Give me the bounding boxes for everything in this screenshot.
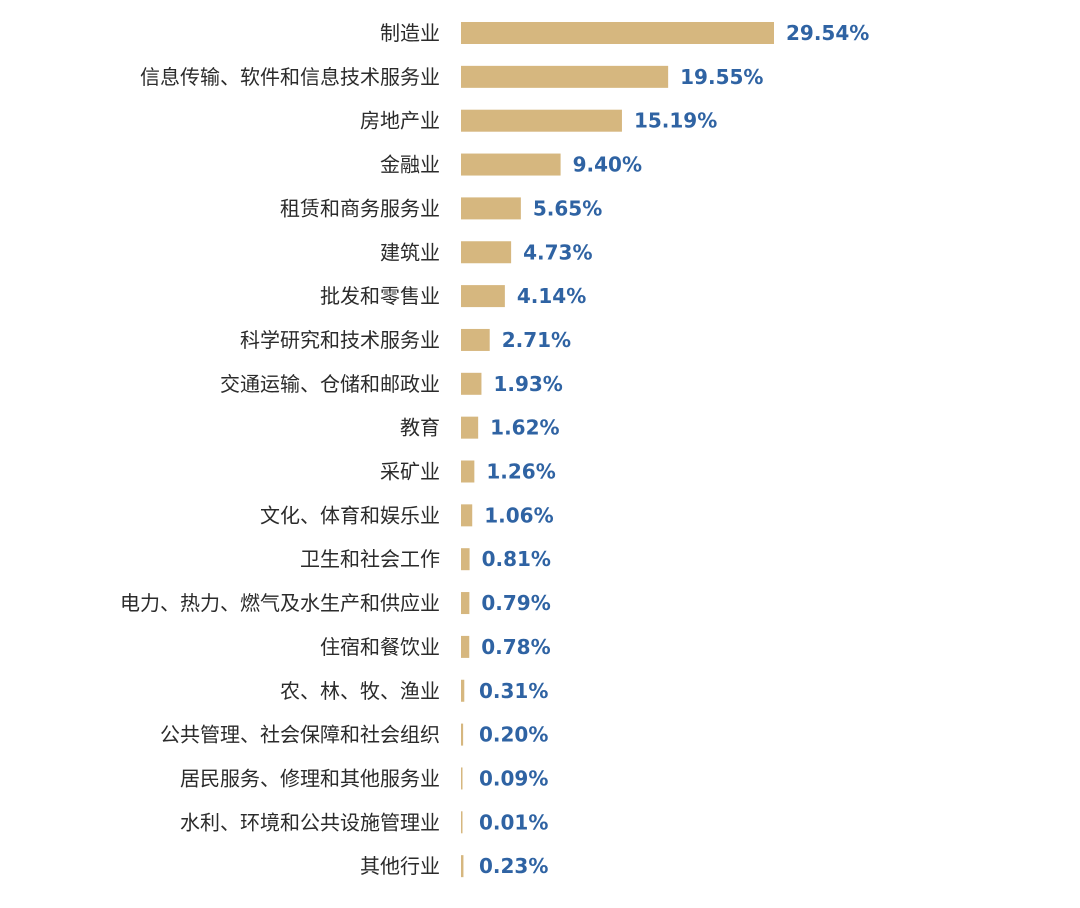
category-label: 信息传输、软件和信息技术服务业: [140, 65, 440, 89]
value-label: 9.40%: [573, 153, 642, 177]
category-label: 房地产业: [360, 109, 440, 133]
bar: [461, 285, 505, 308]
value-label: 0.20%: [479, 723, 548, 747]
bar: [461, 592, 470, 615]
bar: [461, 548, 470, 571]
bar: [461, 723, 464, 746]
category-label: 电力、热力、燃气及水生产和供应业: [120, 591, 440, 615]
bar: [461, 197, 521, 220]
value-label: 2.71%: [502, 328, 571, 352]
value-label: 0.81%: [482, 547, 551, 571]
value-label: 0.01%: [479, 810, 548, 834]
value-label: 1.93%: [493, 372, 562, 396]
category-label: 住宿和餐饮业: [320, 635, 440, 659]
category-label: 科学研究和技术服务业: [240, 328, 440, 352]
value-label: 1.62%: [490, 416, 559, 440]
bar: [461, 767, 463, 790]
category-label: 制造业: [380, 21, 440, 45]
bar: [461, 811, 463, 834]
value-label: 0.09%: [479, 766, 548, 790]
bar: [461, 855, 464, 878]
value-label: 0.23%: [479, 854, 548, 878]
bar: [461, 65, 669, 88]
category-label: 居民服务、修理和其他服务业: [180, 766, 440, 790]
bar: [461, 416, 479, 439]
bar: [461, 372, 482, 395]
bar: [461, 679, 465, 702]
bar: [461, 109, 622, 132]
category-label: 教育: [400, 416, 440, 440]
category-label: 租赁和商务服务业: [280, 196, 440, 220]
category-label: 金融业: [380, 153, 440, 177]
category-label: 农、林、牧、渔业: [280, 679, 440, 703]
category-label: 卫生和社会工作: [300, 547, 440, 571]
value-label: 19.55%: [680, 65, 763, 89]
category-label: 文化、体育和娱乐业: [260, 503, 440, 527]
value-label: 0.78%: [481, 635, 550, 659]
bar: [461, 241, 512, 264]
category-label: 建筑业: [380, 240, 440, 264]
value-label: 15.19%: [634, 109, 717, 133]
category-label: 批发和零售业: [320, 284, 440, 308]
bar: [461, 328, 490, 351]
category-label: 水利、环境和公共设施管理业: [180, 810, 440, 834]
value-label: 0.31%: [479, 679, 548, 703]
value-label: 0.79%: [481, 591, 550, 615]
value-label: 5.65%: [533, 196, 602, 220]
category-label: 采矿业: [380, 460, 440, 484]
value-label: 4.14%: [517, 284, 586, 308]
category-label: 交通运输、仓储和邮政业: [220, 372, 440, 396]
bar: [461, 504, 473, 527]
value-label: 1.06%: [484, 503, 553, 527]
value-label: 1.26%: [486, 460, 555, 484]
category-label: 公共管理、社会保障和社会组织: [160, 723, 440, 747]
bar: [461, 635, 470, 658]
bar: [461, 460, 475, 483]
category-label: 其他行业: [360, 854, 440, 878]
value-label: 4.73%: [523, 240, 592, 264]
value-label: 29.54%: [786, 21, 869, 45]
bar: [461, 22, 774, 44]
bar: [461, 153, 561, 176]
